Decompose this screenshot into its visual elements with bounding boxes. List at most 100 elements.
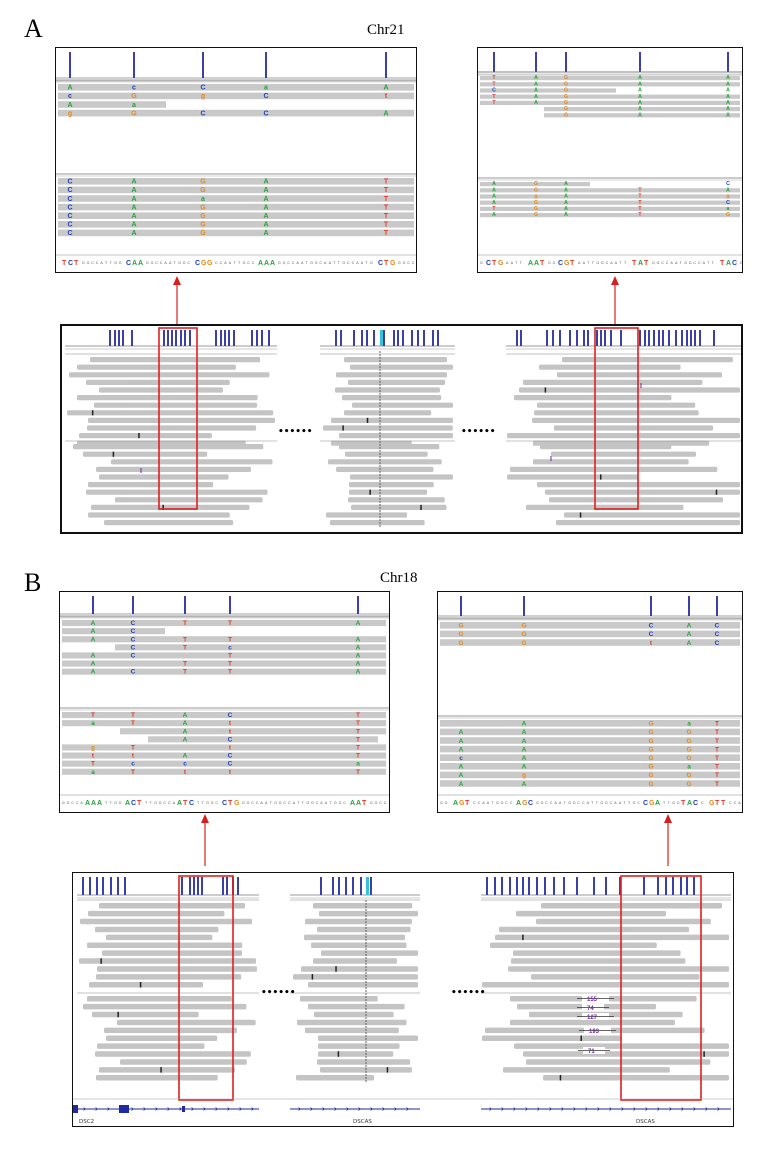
reference-filler-base: C xyxy=(187,261,190,265)
reference-filler-base: T xyxy=(233,261,236,265)
mismatch-base: A xyxy=(459,746,464,753)
overview-coverage-tick xyxy=(576,877,578,895)
reference-filler-base: T xyxy=(174,261,177,265)
reference-codon-base: G xyxy=(207,260,213,267)
read-bar xyxy=(480,200,740,205)
overview-coverage-tick xyxy=(552,330,554,346)
overview-read xyxy=(95,1051,251,1057)
overview-coverage-tick xyxy=(332,877,334,895)
reference-filler-base: T xyxy=(491,801,494,805)
mismatch-base: A xyxy=(91,628,96,635)
overview-read xyxy=(305,918,412,925)
overview-coverage-tick xyxy=(559,330,561,346)
overview-read xyxy=(511,958,686,964)
overview-read xyxy=(531,974,700,980)
coverage-tick xyxy=(639,52,641,72)
mismatch-base: A xyxy=(492,194,496,200)
reference-filler-base: G xyxy=(440,801,443,805)
reference-filler-base: C xyxy=(163,801,166,805)
mismatch-base: C xyxy=(228,712,233,719)
reference-codon-base: A xyxy=(97,800,102,807)
overview-coverage-tick xyxy=(605,877,607,895)
mismatch-base: T xyxy=(384,196,389,203)
gene-strand-arrow xyxy=(107,1107,110,1111)
read-bar xyxy=(440,622,740,629)
mismatch-base: C xyxy=(649,623,654,630)
reference-codon-base: A xyxy=(356,800,361,807)
reference-filler-base: C xyxy=(637,801,640,805)
overview-read xyxy=(513,950,681,956)
overview-read xyxy=(321,950,418,956)
reference-filler-base: C xyxy=(347,261,350,265)
overview-coverage-tick xyxy=(345,877,347,895)
overview-coverage-tick xyxy=(516,330,518,346)
overview-read xyxy=(87,425,257,431)
mismatch-base: A xyxy=(131,196,136,203)
reference-codon-base: A xyxy=(264,260,269,267)
panel-a-chromosome-title: Chr21 xyxy=(367,22,405,38)
mismatch-base: T xyxy=(492,75,496,81)
reference-filler-base: A xyxy=(229,261,232,265)
overview-read xyxy=(86,489,268,495)
mismatch-base: A xyxy=(356,644,361,651)
reference-filler-base: C xyxy=(610,801,613,805)
read-bar xyxy=(58,84,414,91)
overview-ellipsis: •••••• xyxy=(461,427,496,437)
overview-coverage-tick xyxy=(163,330,165,346)
reference-codon-base: T xyxy=(384,260,389,267)
read-bar xyxy=(62,636,386,643)
mismatch-base: A xyxy=(263,222,268,229)
reference-filler-base: C xyxy=(701,801,704,805)
mismatch-base: c xyxy=(459,755,463,762)
reference-codon-base: A xyxy=(138,260,143,267)
mismatch-base: C xyxy=(131,669,136,676)
gene-strand-arrow xyxy=(334,1107,337,1111)
panel-b-right-arrow xyxy=(664,814,672,866)
highlight-region-box xyxy=(158,327,198,510)
read-bar xyxy=(440,754,740,761)
overview-coverage-tick xyxy=(366,877,369,895)
gene-exon xyxy=(182,1106,185,1112)
mismatch-base: A xyxy=(534,75,538,81)
reference-filler-base: C xyxy=(251,801,254,805)
read-bar xyxy=(480,76,740,81)
overview-read xyxy=(83,451,208,457)
reference-filler-base: C xyxy=(287,261,290,265)
mismatch-base: A xyxy=(638,81,642,87)
mismatch-base: G xyxy=(564,94,568,100)
reference-filler-base: A xyxy=(587,801,590,805)
mismatch-base: T xyxy=(131,745,135,752)
read-bar xyxy=(440,630,740,638)
gene-strand-arrow xyxy=(203,1107,206,1111)
mismatch-base: T xyxy=(183,661,187,668)
overview-read xyxy=(90,357,261,363)
gene-strand-arrow xyxy=(179,1107,182,1111)
reference-filler-base: G xyxy=(672,801,675,805)
mismatch-base: A xyxy=(356,669,361,676)
overview-read-mismatch xyxy=(337,1051,340,1057)
gene-exon xyxy=(119,1105,129,1113)
gene-strand-arrow xyxy=(394,1107,397,1111)
overview-read xyxy=(99,387,223,393)
gene-strand-arrow xyxy=(358,1107,361,1111)
reference-filler-base: G xyxy=(568,801,571,805)
mismatch-base: T xyxy=(715,764,719,771)
mismatch-base: A xyxy=(726,112,730,118)
mismatch-base: A xyxy=(492,181,496,187)
reference-codon-base: G xyxy=(234,800,240,807)
reference-codon-base: A xyxy=(125,800,130,807)
reference-filler-base: T xyxy=(333,261,336,265)
gene-strand-arrow xyxy=(681,1107,684,1111)
panel-b-letter: B xyxy=(24,568,42,597)
overview-read xyxy=(510,1019,675,1026)
overview-read-mismatch xyxy=(138,433,140,439)
reference-codon-base: A xyxy=(534,260,539,267)
mismatch-base: t xyxy=(229,769,232,776)
gene-strand-arrow xyxy=(645,1107,648,1111)
mismatch-base: A xyxy=(131,230,136,237)
overview-coverage-tick xyxy=(352,877,354,895)
reference-filler-base: G xyxy=(398,261,401,265)
mismatch-base: A xyxy=(91,636,96,643)
mismatch-base: C xyxy=(67,196,72,203)
